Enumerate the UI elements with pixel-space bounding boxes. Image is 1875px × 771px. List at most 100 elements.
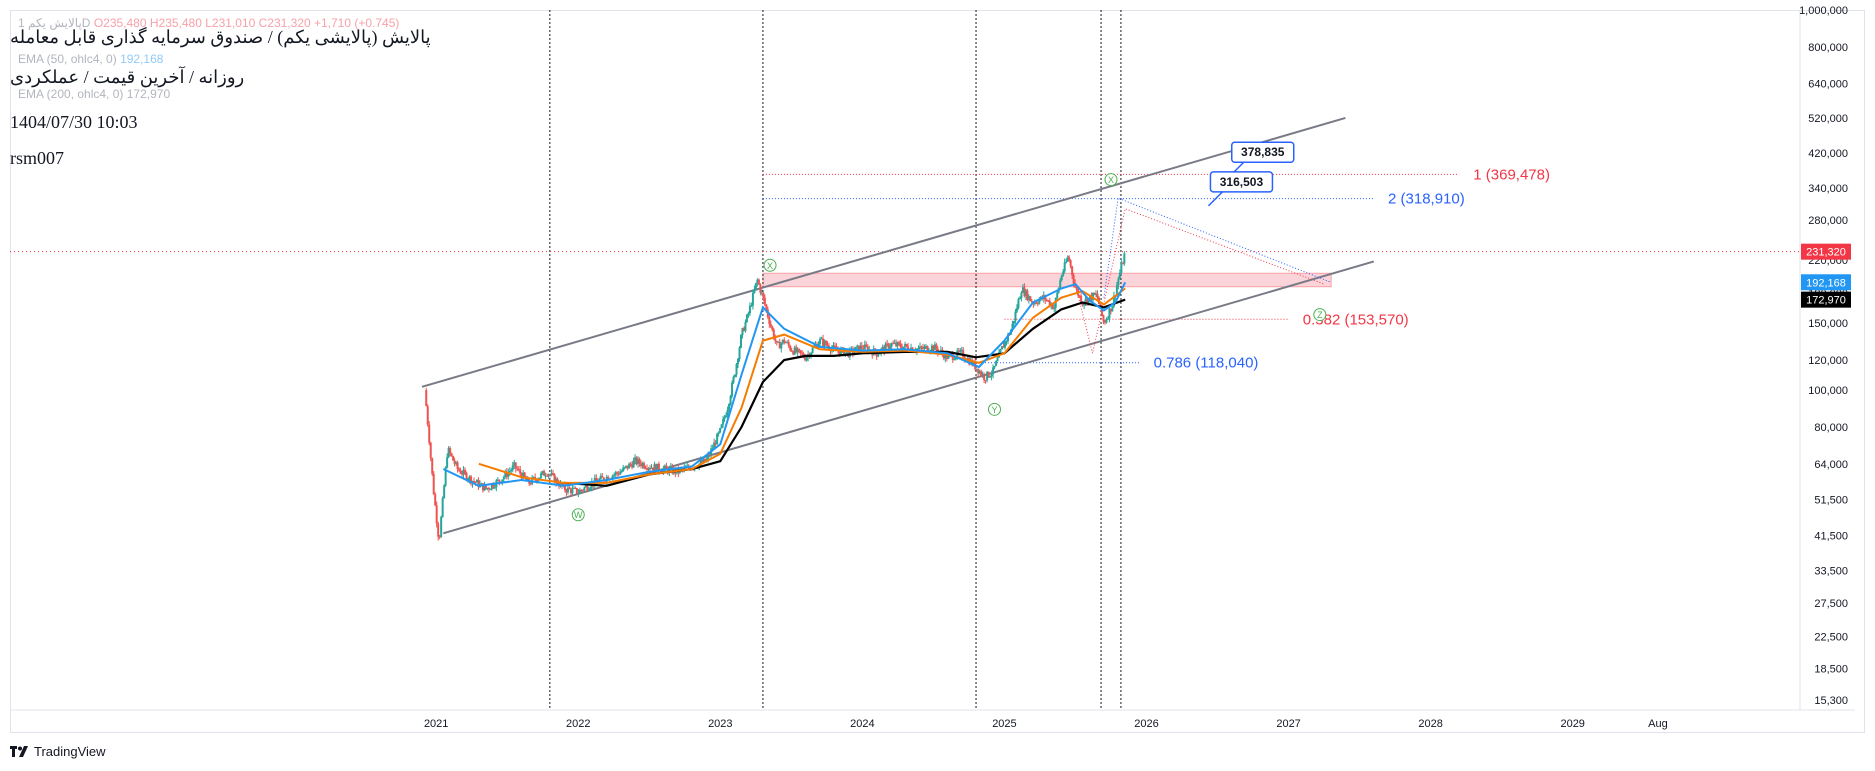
candle-body — [1060, 275, 1063, 281]
candle-body — [918, 346, 921, 349]
candle-body — [565, 490, 568, 493]
candle-body — [926, 345, 929, 352]
candle-body — [1020, 292, 1023, 299]
candle-body — [1068, 257, 1071, 261]
candle-body — [901, 347, 904, 350]
candle-body — [886, 343, 889, 345]
candle-body — [641, 463, 644, 467]
candle-body — [947, 354, 950, 359]
candle-body — [572, 487, 575, 489]
candle-body — [511, 465, 514, 470]
x-tick-label: 2026 — [1134, 718, 1158, 730]
candle-body — [819, 338, 822, 344]
y-tick-label: 64,000 — [1814, 459, 1848, 471]
candle-body — [640, 463, 643, 467]
candle-body — [716, 433, 719, 445]
candle-body — [772, 329, 775, 339]
candle-body — [628, 463, 631, 469]
legend-symbol-row: پالایش یکم 1D O235,480 H235,480 L231,010… — [18, 16, 399, 30]
candle-body — [729, 396, 732, 405]
wave-label-circle — [1104, 173, 1118, 187]
candle-body — [932, 345, 935, 350]
fib-level-label: 0.786 (118,040) — [1154, 355, 1259, 372]
candle-body — [553, 474, 556, 483]
candle-body — [774, 338, 777, 341]
candle-body — [1035, 302, 1038, 304]
candle-body — [617, 473, 620, 475]
candle-body — [1012, 320, 1015, 324]
candle-body — [734, 374, 737, 377]
candle-body — [622, 467, 625, 472]
candle-body — [434, 494, 437, 506]
candle-body — [1059, 280, 1062, 288]
candle-body — [726, 409, 729, 416]
candle-body — [1112, 295, 1115, 307]
candle-body — [1099, 304, 1102, 306]
candle-body — [632, 460, 635, 468]
candle-body — [468, 476, 471, 480]
candle-body — [1015, 308, 1018, 312]
candle-body — [680, 468, 683, 470]
candle-body — [783, 339, 786, 343]
candle-body — [725, 415, 728, 418]
candle-body — [744, 321, 747, 331]
candle-body — [575, 488, 578, 494]
candle-body — [1056, 292, 1059, 299]
candle-body — [498, 479, 501, 482]
candle-body — [825, 340, 828, 345]
candle-body — [1080, 295, 1083, 304]
candle-body — [480, 483, 483, 485]
candle-body — [859, 345, 862, 352]
candle-body — [881, 346, 884, 349]
tradingview-logo[interactable]: TradingView — [10, 744, 106, 759]
candle-body — [487, 487, 490, 490]
candle-body — [907, 346, 910, 350]
candle-body — [486, 487, 489, 489]
candle-body — [671, 466, 674, 474]
candle-body — [826, 344, 829, 346]
overlay-datetime: 1404/07/30 10:03 — [10, 112, 138, 132]
candle-body — [720, 424, 723, 429]
candle-body — [701, 460, 704, 463]
candle-body — [1100, 305, 1103, 316]
candle-body — [957, 350, 960, 353]
candle-body — [440, 516, 443, 538]
ema-fast-line — [442, 281, 1127, 487]
candle-body — [1024, 290, 1027, 297]
candle-body — [984, 380, 987, 382]
candle-body — [753, 289, 756, 293]
candle-body — [790, 350, 793, 352]
candle-body — [792, 351, 795, 355]
candle-body — [481, 483, 484, 491]
candle-body — [1027, 296, 1030, 300]
x-tick-label: 2028 — [1418, 718, 1442, 730]
y-tick-label: 41,500 — [1814, 530, 1848, 542]
candle-body — [842, 347, 845, 356]
price-tag-box — [1801, 291, 1851, 308]
candle-body — [637, 458, 640, 465]
candle-body — [742, 328, 745, 331]
candle-body — [951, 354, 954, 360]
supply-zone — [762, 272, 1332, 288]
y-tick-label: 120,000 — [1808, 355, 1848, 367]
candle-body — [646, 468, 649, 470]
candle-body — [917, 348, 920, 350]
candle-body — [890, 343, 893, 347]
candle-body — [607, 476, 610, 481]
candle-body — [438, 536, 441, 538]
candle-body — [555, 478, 558, 483]
y-tick-label: 100,000 — [1808, 385, 1848, 397]
fib-level-label: 2 (318,910) — [1388, 191, 1465, 208]
candle-body — [884, 343, 887, 352]
candle-body — [441, 498, 444, 517]
candle-body — [848, 348, 851, 357]
candle-body — [857, 345, 860, 352]
candle-body — [805, 357, 808, 361]
candle-body — [905, 344, 908, 347]
candle-body — [1023, 287, 1026, 297]
candle-body — [587, 489, 590, 491]
candle-body — [833, 345, 836, 348]
candle-body — [1017, 299, 1020, 309]
candle-body — [975, 368, 978, 370]
